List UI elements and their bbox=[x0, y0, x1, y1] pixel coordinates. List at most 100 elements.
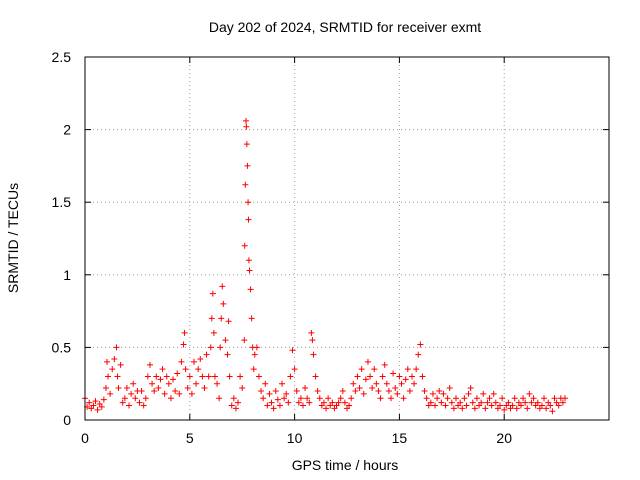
data-point bbox=[417, 341, 424, 348]
data-point bbox=[98, 403, 105, 410]
data-point bbox=[182, 366, 189, 373]
data-point bbox=[350, 380, 357, 387]
data-point bbox=[423, 395, 430, 402]
data-point bbox=[511, 395, 518, 402]
data-point bbox=[379, 373, 386, 380]
data-point bbox=[337, 395, 344, 402]
data-point bbox=[421, 387, 428, 394]
data-point bbox=[205, 373, 212, 380]
data-point bbox=[262, 380, 269, 387]
data-point bbox=[136, 399, 143, 406]
data-point bbox=[457, 399, 464, 406]
data-point bbox=[260, 395, 267, 402]
data-point bbox=[316, 395, 323, 402]
data-point bbox=[497, 402, 504, 409]
data-point bbox=[427, 399, 434, 406]
data-point bbox=[302, 385, 309, 392]
data-point bbox=[524, 405, 531, 412]
data-point bbox=[329, 399, 336, 406]
data-point bbox=[274, 396, 281, 403]
data-point bbox=[268, 399, 275, 406]
data-point bbox=[549, 408, 556, 415]
x-tick-labels: 0 5 10 15 20 bbox=[81, 430, 512, 446]
data-point bbox=[293, 387, 300, 394]
data-point bbox=[304, 395, 311, 402]
data-point bbox=[459, 405, 466, 412]
data-point bbox=[310, 351, 317, 358]
data-point bbox=[413, 366, 420, 373]
data-point bbox=[245, 216, 252, 223]
data-point bbox=[165, 380, 172, 387]
data-point bbox=[543, 405, 550, 412]
data-point bbox=[181, 329, 188, 336]
data-point bbox=[299, 402, 306, 409]
data-point bbox=[354, 373, 361, 380]
data-point bbox=[314, 387, 321, 394]
data-point bbox=[128, 390, 135, 397]
data-point bbox=[237, 373, 244, 380]
data-point bbox=[132, 395, 139, 402]
data-point bbox=[207, 344, 214, 351]
data-point bbox=[385, 387, 392, 394]
data-point bbox=[434, 395, 441, 402]
data-point bbox=[167, 395, 174, 402]
data-points bbox=[82, 117, 568, 415]
data-point bbox=[297, 395, 304, 402]
data-point bbox=[517, 402, 524, 409]
data-point bbox=[184, 385, 191, 392]
data-point bbox=[222, 337, 229, 344]
data-point bbox=[362, 376, 369, 383]
data-point bbox=[501, 406, 508, 413]
data-point bbox=[309, 337, 316, 344]
x-tick-label: 15 bbox=[392, 430, 408, 446]
data-point bbox=[432, 402, 439, 409]
y-tick-label: 2.5 bbox=[52, 49, 72, 65]
data-point bbox=[174, 370, 181, 377]
data-point bbox=[367, 373, 374, 380]
data-point bbox=[107, 390, 114, 397]
data-point bbox=[323, 405, 330, 412]
data-point bbox=[312, 373, 319, 380]
data-point bbox=[104, 358, 111, 365]
data-point bbox=[195, 366, 202, 373]
data-point bbox=[419, 373, 426, 380]
data-point bbox=[242, 181, 249, 188]
plot-frame bbox=[84, 56, 610, 421]
data-point bbox=[390, 370, 397, 377]
data-point bbox=[149, 380, 156, 387]
data-point bbox=[394, 390, 401, 397]
data-point bbox=[381, 361, 388, 368]
data-point bbox=[473, 395, 480, 402]
data-point bbox=[172, 387, 179, 394]
data-point bbox=[335, 399, 342, 406]
data-point bbox=[438, 399, 445, 406]
data-point bbox=[295, 399, 302, 406]
data-point bbox=[123, 385, 130, 392]
data-point bbox=[398, 380, 405, 387]
data-point bbox=[201, 385, 208, 392]
data-point bbox=[406, 387, 413, 394]
data-point bbox=[151, 387, 158, 394]
data-point bbox=[180, 341, 187, 348]
data-point bbox=[404, 366, 411, 373]
data-point bbox=[348, 395, 355, 402]
data-point bbox=[270, 405, 277, 412]
data-point bbox=[415, 351, 422, 358]
data-point bbox=[255, 373, 262, 380]
data-point bbox=[400, 395, 407, 402]
data-point bbox=[429, 390, 436, 397]
data-point bbox=[146, 361, 153, 368]
data-point bbox=[452, 395, 459, 402]
data-point bbox=[484, 399, 491, 406]
data-point bbox=[499, 395, 506, 402]
data-point bbox=[325, 395, 332, 402]
data-point bbox=[448, 399, 455, 406]
data-point bbox=[208, 315, 215, 322]
data-point bbox=[203, 351, 210, 358]
data-point bbox=[100, 396, 107, 403]
data-point bbox=[163, 373, 170, 380]
data-point bbox=[530, 395, 537, 402]
data-point bbox=[541, 395, 548, 402]
data-point bbox=[235, 399, 242, 406]
